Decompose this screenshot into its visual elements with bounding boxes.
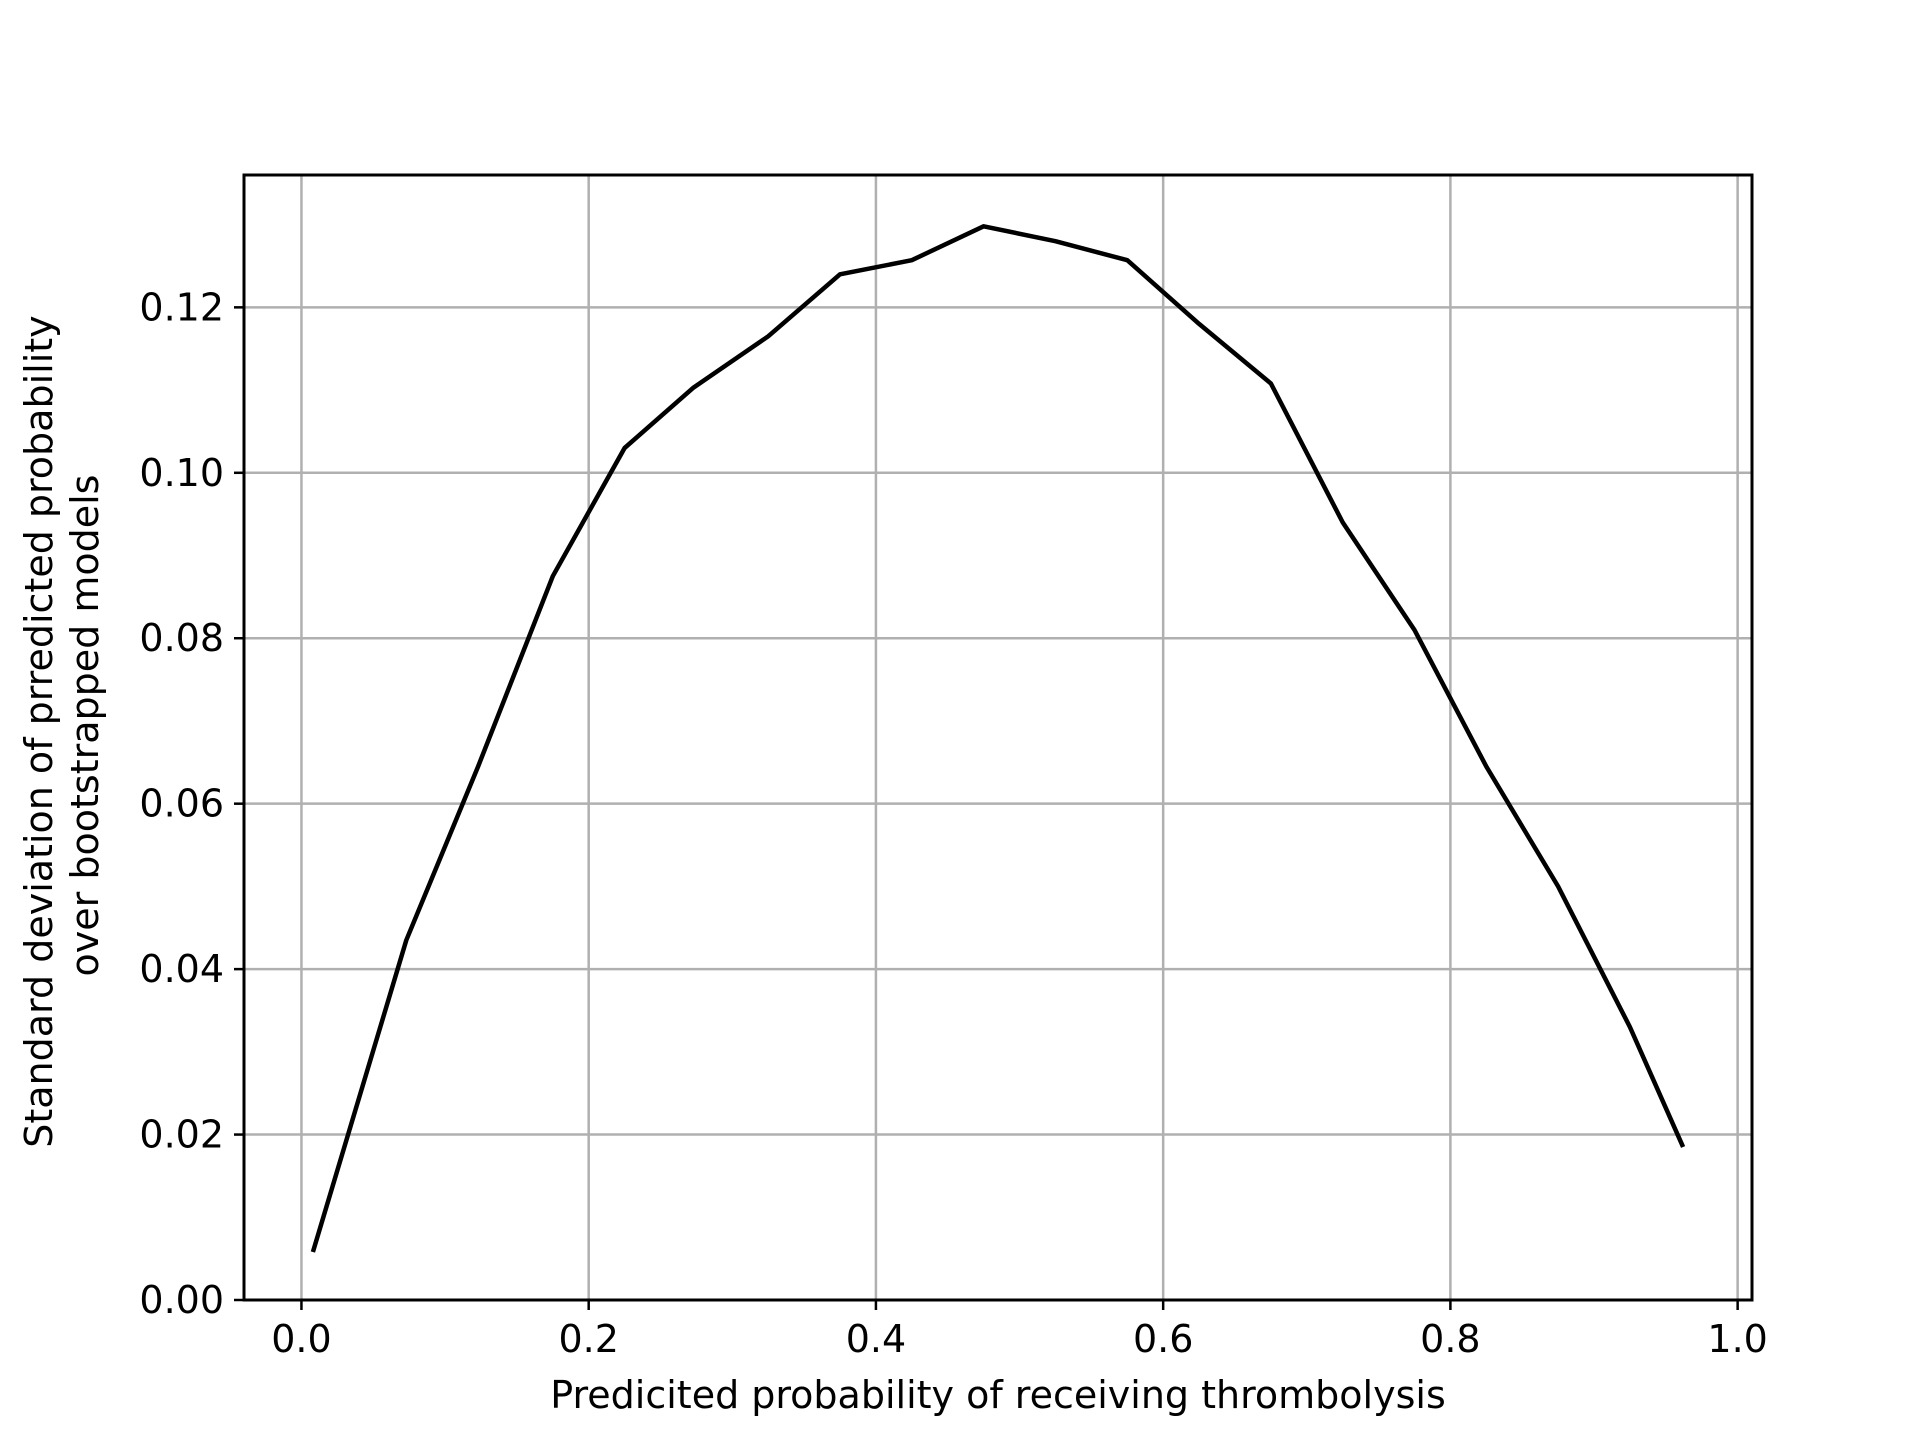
series-line [310, 224, 1686, 1253]
series-layer [310, 224, 1686, 1253]
y-axis-label-line-1: Standard deviation of prredicted probabi… [17, 315, 61, 1147]
y-axis-label-line-2: over bootstrapped models [63, 475, 107, 977]
x-tick-label: 0.2 [558, 1317, 618, 1361]
y-tick-label: 0.12 [139, 285, 224, 329]
y-tick-label: 0.08 [139, 616, 224, 660]
y-tick-label: 0.04 [139, 947, 224, 991]
plot-frame [242, 173, 1754, 1302]
x-tick-label: 0.0 [271, 1317, 331, 1361]
grid [244, 175, 1752, 1302]
y-tick-label: 0.10 [139, 451, 224, 495]
x-axis-label: Predicited probability of receiving thro… [550, 1373, 1446, 1417]
x-tick-label: 1.0 [1707, 1317, 1767, 1361]
ticks: 0.0 0.2 0.4 0.6 0.8 1.0 0.00 0.02 0.04 0.06 0.08 0.… [139, 285, 1767, 1361]
x-tick-label: 0.8 [1420, 1317, 1480, 1361]
y-tick-label: 0.02 [139, 1113, 224, 1157]
x-tick-label: 0.4 [846, 1317, 906, 1361]
y-tick-label: 0.06 [139, 782, 224, 826]
y-tick-label: 0.00 [139, 1278, 224, 1322]
y-axis-label: Standard deviation of prredicted probabi… [17, 303, 107, 1148]
x-tick-label: 0.6 [1133, 1317, 1193, 1361]
